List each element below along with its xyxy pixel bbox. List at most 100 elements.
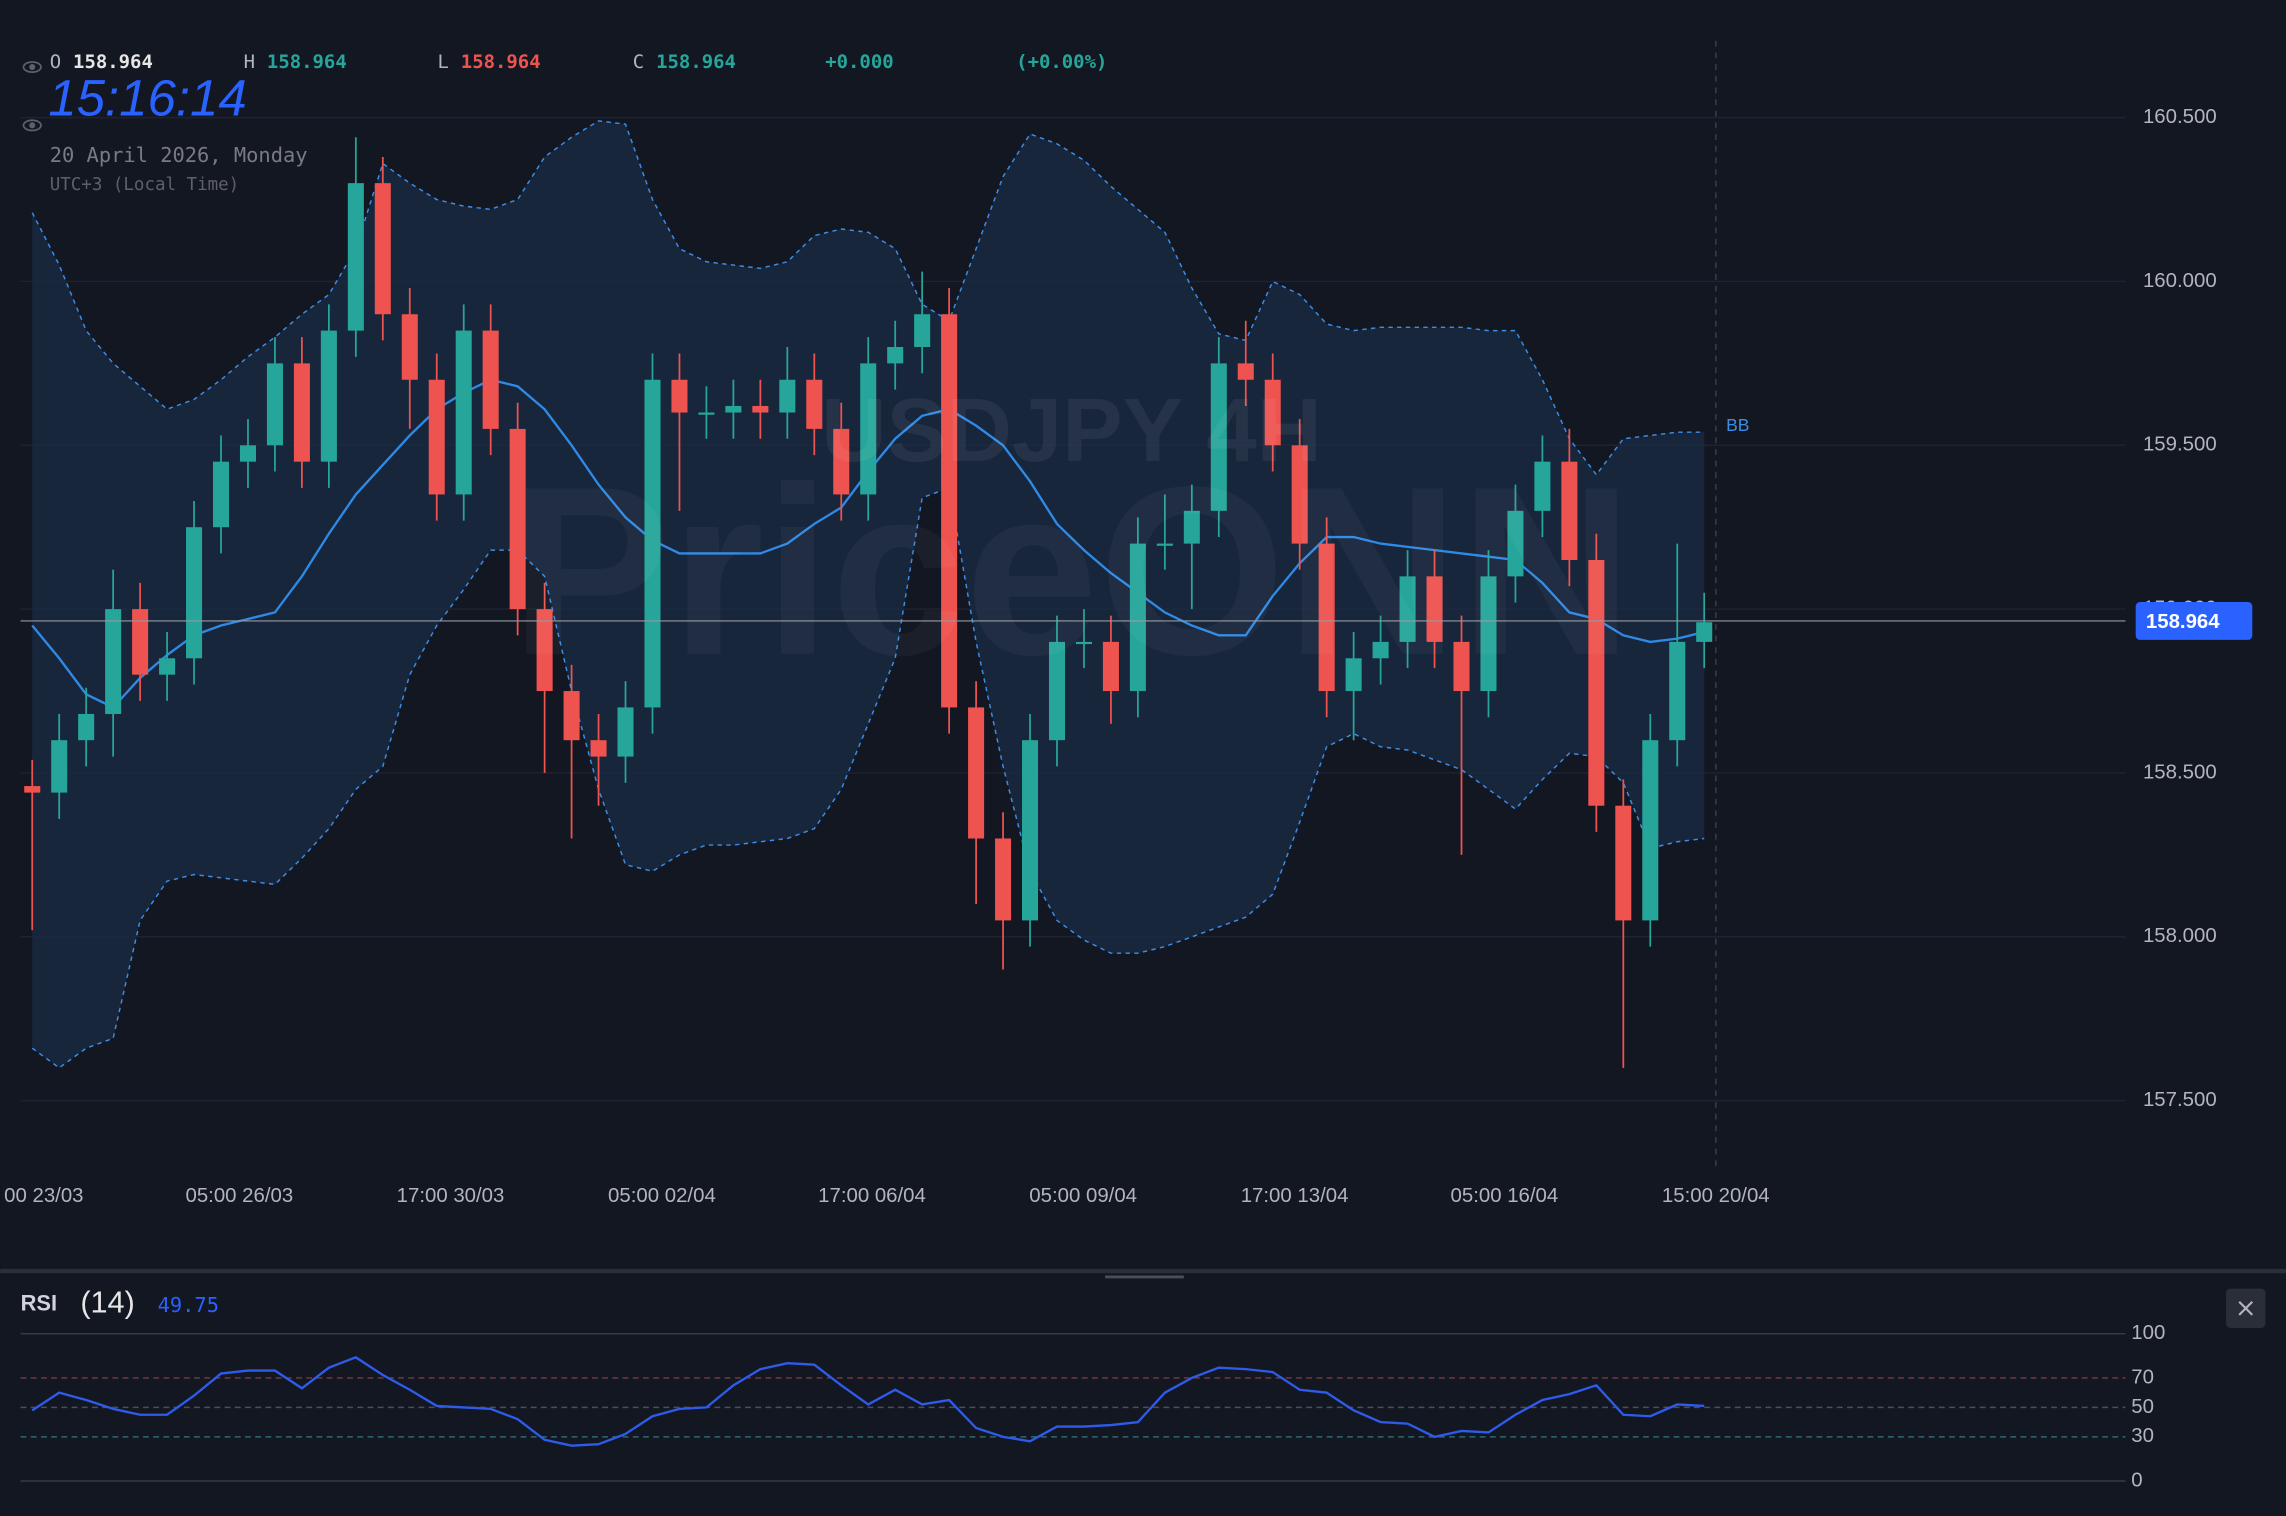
candle-body: [1156, 543, 1173, 546]
candle-body: [132, 609, 149, 675]
candle-body: [428, 379, 445, 495]
x-tick-label: 05:00 09/04: [1029, 1185, 1137, 1207]
candle-body: [1561, 461, 1578, 560]
candle-body: [374, 183, 391, 315]
close-value: 158.964: [656, 51, 736, 73]
main-plot: 157.500158.000158.500159.000159.500160.0…: [4, 40, 2253, 1207]
candle-body: [671, 379, 688, 413]
candle-body: [1048, 641, 1066, 741]
rsi-title: RSI: [21, 1290, 57, 1315]
candle-body: [1615, 805, 1632, 921]
candle-body: [590, 740, 607, 757]
close-label: C: [633, 51, 644, 73]
last-price-tag: [2135, 601, 2253, 640]
y-tick-label: 160.500: [2143, 106, 2217, 128]
rsi-plot: 0 30 50 70 100: [20, 1322, 2165, 1491]
candle-body: [1264, 379, 1281, 446]
candle-body: [1426, 576, 1443, 642]
candle-body: [617, 707, 634, 757]
candle-body: [1399, 576, 1416, 642]
candle-body: [1669, 641, 1686, 741]
candle-body: [78, 713, 95, 741]
open-value: 158.964: [73, 51, 153, 73]
x-tick-label: 17:00 13/04: [1241, 1185, 1349, 1207]
candle-body: [1642, 740, 1659, 921]
candle-body: [239, 445, 256, 462]
clock-zone: UTC+3 (Local Time): [50, 175, 239, 195]
candle-body: [1022, 740, 1039, 921]
candle-body: [968, 707, 985, 839]
candle-body: [1183, 510, 1200, 544]
low-value: 158.964: [461, 51, 541, 73]
rsi-value: 49.75: [158, 1293, 219, 1317]
candle-body: [887, 346, 904, 364]
candle-body: [347, 183, 364, 331]
candle-body: [455, 330, 472, 495]
candle-body: [105, 609, 122, 714]
y-tick-label: 158.500: [2143, 761, 2217, 783]
low-label: L: [437, 51, 448, 73]
rsi-period: (14): [80, 1286, 134, 1320]
candle-body: [1696, 622, 1713, 642]
candle-body: [1453, 641, 1470, 692]
candle-body: [1372, 641, 1389, 659]
x-tick-label: 00 23/03: [4, 1185, 83, 1207]
clock-date: 20 April 2026, Monday: [50, 143, 308, 167]
rsi-tick-label: 50: [2131, 1396, 2154, 1418]
candle-body: [860, 363, 877, 495]
candle-body: [1075, 641, 1092, 645]
high-label: H: [244, 51, 255, 73]
x-tick-label: 17:00 06/04: [818, 1185, 926, 1207]
candle-body: [266, 363, 283, 446]
candle-body: [995, 838, 1012, 921]
candle-body: [779, 379, 796, 413]
candle-body: [1237, 363, 1254, 380]
candle-body: [536, 609, 553, 692]
eye-icon: [22, 61, 42, 132]
candle-body: [1480, 576, 1497, 692]
candle-body: [1345, 658, 1362, 692]
bollinger-label: BB: [1726, 415, 1749, 435]
candle-body: [1534, 461, 1551, 511]
change-percent: (+0.00%): [1016, 51, 1107, 73]
open-label: O: [50, 51, 61, 73]
close-button[interactable]: [2226, 1288, 2266, 1328]
y-tick-label: 160.000: [2143, 270, 2217, 292]
close-icon[interactable]: [2238, 1300, 2254, 1316]
candle-body: [698, 412, 715, 415]
watermark-symbol: USDJPY 4H: [821, 380, 1322, 481]
rsi-tick-label: 0: [2131, 1469, 2142, 1491]
candle-body: [212, 461, 230, 528]
clock-time: 15:16:14: [48, 70, 247, 127]
candle-body: [1102, 641, 1119, 692]
candle-body: [644, 379, 661, 708]
change-value: +0.000: [825, 51, 893, 73]
ohlc-legend: O 158.964 H 158.964 L 158.964 C 158.964 …: [22, 51, 1107, 132]
candle-body: [806, 379, 823, 429]
candle-body: [1210, 363, 1227, 511]
bollinger-band-fill: [32, 120, 1705, 1068]
candle-body: [725, 405, 742, 413]
y-tick-label: 158.000: [2143, 925, 2217, 947]
candle-body: [833, 428, 850, 495]
bollinger-edge: [31, 120, 1705, 476]
x-tick-label: 15:00 20/04: [1662, 1185, 1770, 1207]
candle-body: [159, 658, 176, 675]
rsi-tick-label: 70: [2131, 1366, 2154, 1388]
y-tick-label: 157.500: [2143, 1089, 2217, 1111]
candle-body: [24, 786, 41, 793]
candle-body: [1318, 543, 1335, 692]
rsi-line: [31, 1356, 1705, 1447]
last-price-label: 158.964: [2146, 611, 2220, 633]
candle-body: [509, 428, 526, 610]
rsi-tick-label: 100: [2131, 1322, 2165, 1344]
candle-body: [320, 330, 337, 462]
candle-body: [914, 314, 931, 347]
candle-body: [941, 314, 958, 708]
high-value: 158.964: [267, 51, 347, 73]
x-tick-label: 05:00 02/04: [608, 1185, 716, 1207]
x-tick-label: 17:00 30/03: [397, 1185, 505, 1207]
candle-body: [563, 691, 580, 741]
candle-body: [752, 405, 769, 413]
